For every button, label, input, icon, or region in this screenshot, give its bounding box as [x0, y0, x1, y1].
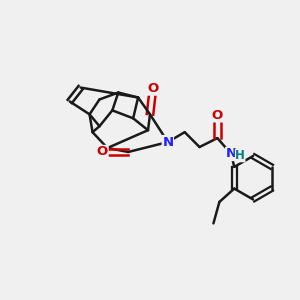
- Text: O: O: [212, 109, 223, 122]
- Text: N: N: [162, 136, 173, 148]
- Text: O: O: [147, 82, 159, 95]
- Text: N: N: [226, 148, 237, 160]
- Text: O: O: [97, 146, 108, 158]
- Text: H: H: [235, 149, 245, 162]
